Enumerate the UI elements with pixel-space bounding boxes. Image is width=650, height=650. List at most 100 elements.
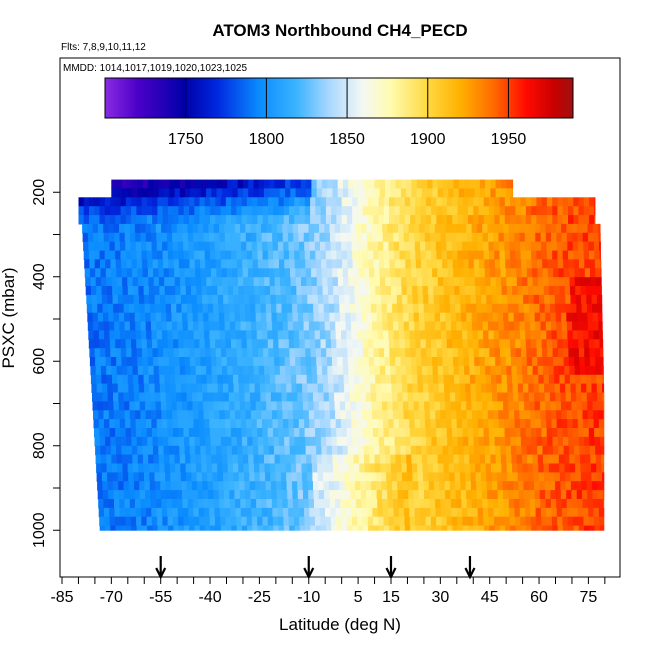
heatmap-cell <box>587 499 594 509</box>
heatmap-cell <box>531 197 537 207</box>
heatmap-cell <box>579 259 585 269</box>
heatmap-cell <box>569 463 576 473</box>
heatmap-cell <box>485 365 491 376</box>
heatmap-cell <box>165 303 172 314</box>
heatmap-cell <box>499 206 506 216</box>
heatmap-cell <box>240 419 247 429</box>
heatmap-cell <box>289 215 295 225</box>
heatmap-cell <box>116 445 122 456</box>
heatmap-cell <box>102 383 108 393</box>
heatmap-cell <box>458 179 465 189</box>
heatmap-cell <box>290 277 297 287</box>
heatmap-cell <box>183 206 190 216</box>
heatmap-cell <box>116 188 123 198</box>
heatmap-cell <box>500 188 507 198</box>
heatmap-cell <box>516 268 522 278</box>
heatmap-cell <box>101 463 108 473</box>
heatmap-cell <box>595 454 602 464</box>
heatmap-cell <box>291 294 298 305</box>
heatmap-cell <box>528 383 534 393</box>
heatmap-cell <box>584 259 590 269</box>
heatmap-cell <box>285 454 291 464</box>
heatmap-cell <box>230 428 237 438</box>
heatmap-cell <box>142 268 149 278</box>
heatmap-cell <box>477 410 483 420</box>
heatmap-cell <box>295 277 302 287</box>
heatmap-cell <box>396 374 402 385</box>
heatmap-cell <box>579 357 586 367</box>
heatmap-cell <box>388 428 395 438</box>
heatmap-cell <box>232 365 239 376</box>
heatmap-cell <box>512 286 518 296</box>
heatmap-cell <box>383 330 389 340</box>
heatmap-cell <box>173 348 180 358</box>
heatmap-cell <box>92 312 99 323</box>
heatmap-cell <box>510 339 516 349</box>
heatmap-cell <box>243 188 249 198</box>
heatmap-cell <box>432 179 439 189</box>
heatmap-cell <box>294 215 300 225</box>
heatmap-cell <box>414 330 421 340</box>
heatmap-cell <box>324 232 331 243</box>
heatmap-cell <box>120 348 127 358</box>
heatmap-cell <box>520 428 527 438</box>
heatmap-cell <box>425 419 431 429</box>
heatmap-cell <box>506 454 512 464</box>
heatmap-cell <box>515 516 521 527</box>
heatmap-cell <box>436 215 443 225</box>
heatmap-cell <box>110 348 117 358</box>
heatmap-cell <box>573 525 580 531</box>
heatmap-cell <box>116 268 122 278</box>
heatmap-cell <box>262 419 268 429</box>
heatmap-cell <box>441 516 448 527</box>
heatmap-cell <box>556 241 563 252</box>
heatmap-cell <box>555 303 561 314</box>
heatmap-cell <box>198 419 205 429</box>
heatmap-cell <box>537 277 544 287</box>
heatmap-cell <box>554 286 560 296</box>
heatmap-cell <box>385 365 391 376</box>
heatmap-cell <box>282 507 289 518</box>
heatmap-cell <box>106 365 112 376</box>
heatmap-cell <box>453 357 459 367</box>
heatmap-cell <box>314 499 320 509</box>
heatmap-cell <box>545 490 551 500</box>
heatmap-cell <box>156 419 163 429</box>
heatmap-cell <box>449 294 456 305</box>
heatmap-cell <box>278 339 285 349</box>
heatmap-cell <box>227 365 233 376</box>
heatmap-cell <box>397 401 404 411</box>
heatmap-cell <box>452 197 458 207</box>
heatmap-cell <box>342 357 349 367</box>
heatmap-cell <box>365 303 372 314</box>
heatmap-cell <box>530 241 537 252</box>
heatmap-cell <box>162 241 168 252</box>
heatmap-cell <box>155 223 162 234</box>
heatmap-cell <box>91 383 98 393</box>
heatmap-cell <box>310 215 316 225</box>
heatmap-cell <box>275 472 282 482</box>
heatmap-cell <box>167 330 173 340</box>
heatmap-cell <box>391 472 398 482</box>
heatmap-cell <box>358 268 365 278</box>
x-tick-label: 30 <box>431 589 449 606</box>
heatmap-cell <box>479 268 486 278</box>
heatmap-cell <box>344 392 351 402</box>
heatmap-cell <box>257 215 264 225</box>
heatmap-cell <box>436 436 443 447</box>
heatmap-cell <box>352 525 359 531</box>
heatmap-cell <box>155 490 162 500</box>
heatmap-cell <box>491 383 498 393</box>
heatmap-cell <box>500 348 506 358</box>
heatmap-cell <box>345 321 352 331</box>
heatmap-cell <box>296 472 303 482</box>
heatmap-cell <box>262 206 269 216</box>
heatmap-cell <box>582 232 589 243</box>
heatmap-cell <box>373 436 380 447</box>
heatmap-cell <box>346 197 353 207</box>
heatmap-cell <box>522 277 528 287</box>
heatmap-cell <box>569 277 576 287</box>
heatmap-cell <box>168 259 175 269</box>
heatmap-cell <box>405 268 412 278</box>
colorbar-ticks: 1750 1800 1850 1900 1950 <box>168 78 526 148</box>
